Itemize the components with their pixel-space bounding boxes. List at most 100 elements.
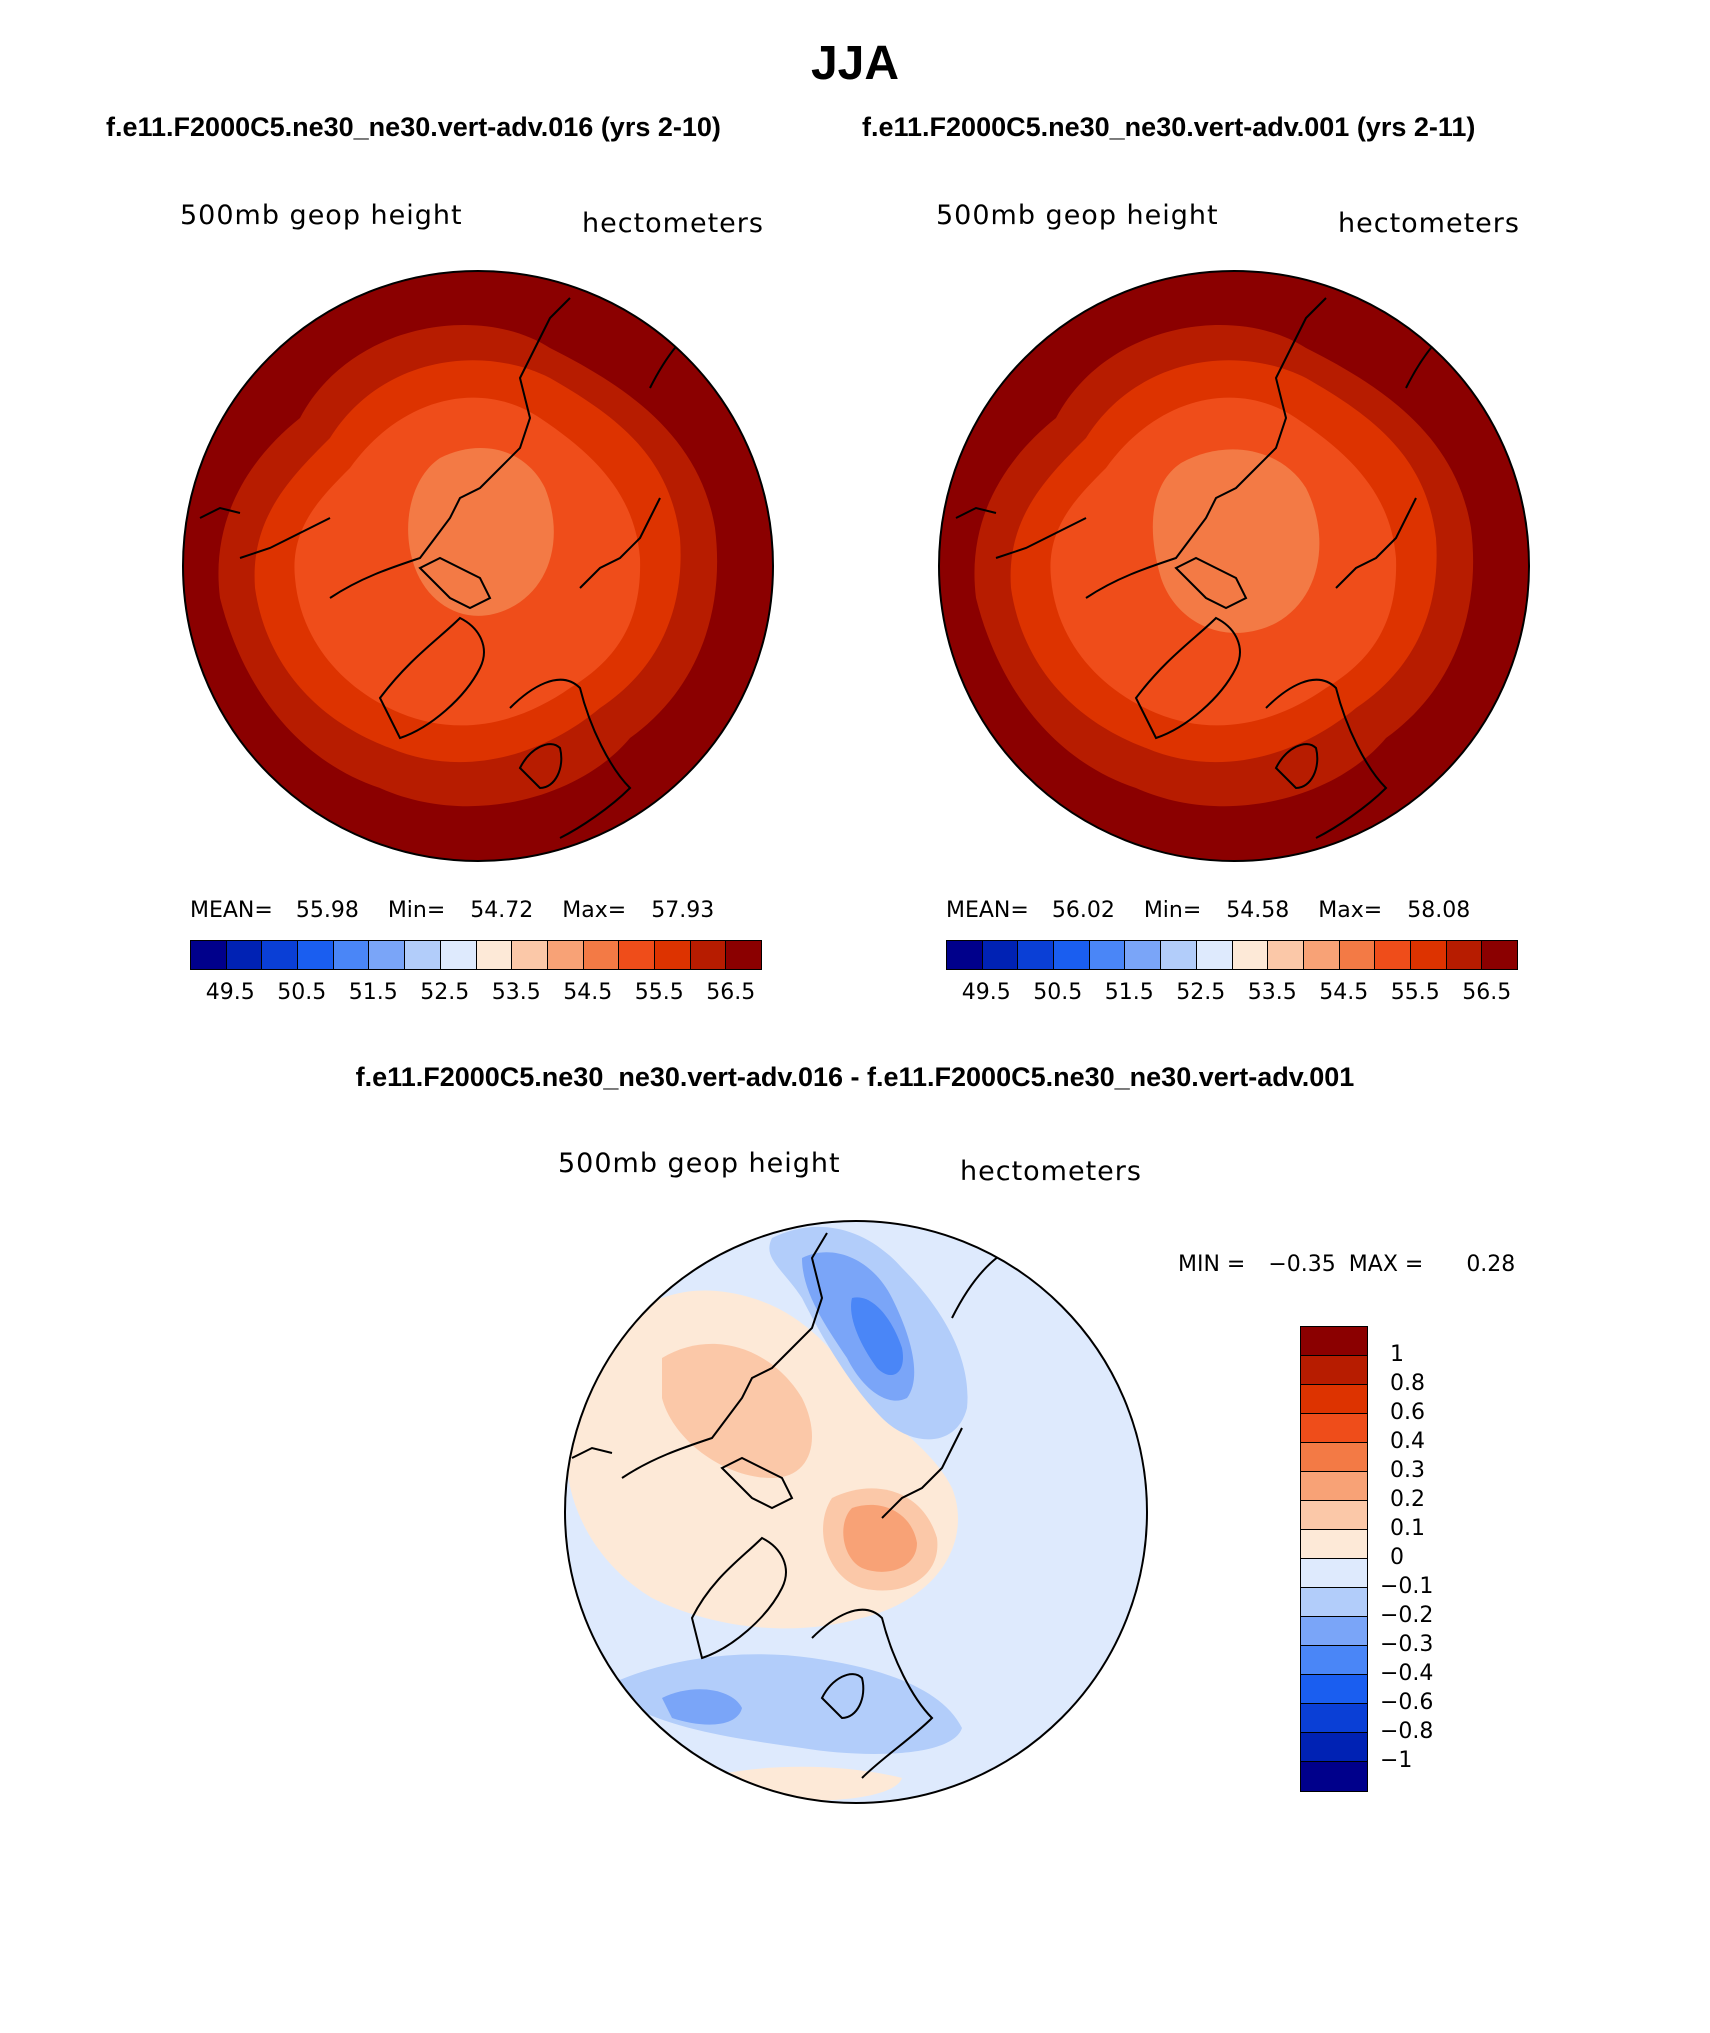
colorbar-tick-label: −1: [1380, 1748, 1413, 1773]
colorbar-tick-label: 53.5: [1247, 980, 1297, 1005]
diff-negative-3b: [662, 1689, 742, 1725]
left-min-value: 54.72: [470, 898, 534, 923]
colorbar-tick-label: 0.3: [1390, 1458, 1425, 1483]
diff-map-border: [564, 1220, 1148, 1804]
colorbar-swatch: [1268, 941, 1304, 969]
colorbar-tick-label: −0.8: [1380, 1719, 1434, 1744]
colorbar-tick-label: 54.5: [563, 980, 613, 1005]
colorbar-swatch: [1301, 1588, 1367, 1617]
colorbar-swatch: [1161, 941, 1197, 969]
diff-stats: MIN = −0.35 MAX = 0.28: [1178, 1252, 1515, 1277]
colorbar-swatch: [1303, 941, 1340, 969]
left-stats: MEAN= 55.98 Min= 54.72 Max= 57.93: [190, 898, 714, 923]
colorbar-swatch: [1301, 1327, 1367, 1356]
figure-title: JJA: [810, 37, 900, 90]
colorbar-swatch: [1054, 941, 1090, 969]
colorbar-swatch: [583, 941, 620, 969]
colorbar-swatch: [1301, 1617, 1367, 1646]
colorbar-swatch: [1196, 941, 1233, 969]
colorbar-tick-label: 52.5: [1176, 980, 1226, 1005]
left-max-value: 57.93: [651, 898, 715, 923]
colorbar-swatch: [1301, 1704, 1367, 1733]
colorbar-tick-label: 0.8: [1390, 1371, 1425, 1396]
right-stats: MEAN= 56.02 Min= 54.58 Max= 58.08: [946, 898, 1470, 923]
diff-positive-2a: [662, 1343, 812, 1478]
colorbar-tick-label: 50.5: [277, 980, 327, 1005]
colorbar-tick-label: 0.4: [1390, 1429, 1425, 1454]
colorbar-swatch: [982, 941, 1019, 969]
colorbar-swatch: [440, 941, 477, 969]
left-coastlines: [199, 297, 711, 839]
left-map-border: [182, 270, 774, 862]
left-contour-5: [408, 448, 554, 616]
colorbar-swatch: [1018, 941, 1055, 969]
colorbar-tick-label: −0.1: [1380, 1574, 1434, 1599]
colorbar-swatch: [476, 941, 513, 969]
diff-colorbar-ticks: 1 0.8 0.6 0.4 0.3 0.2 0.1 0 −0.1 −0.2 −0.3 −0.4 −0.6…: [1380, 1326, 1500, 1796]
right-min-value: 54.58: [1226, 898, 1290, 923]
right-map-border: [938, 270, 1530, 862]
colorbar-swatch: [1339, 941, 1376, 969]
diff-max-value: 0.28: [1466, 1252, 1516, 1277]
colorbar-swatch: [1482, 941, 1517, 969]
colorbar-tick-label: 0.1: [1390, 1516, 1425, 1541]
colorbar-swatch: [726, 941, 761, 969]
diff-colorbar: [1300, 1326, 1368, 1792]
colorbar-swatch: [1301, 1356, 1367, 1385]
colorbar-swatch: [1410, 941, 1447, 969]
colorbar-swatch: [333, 941, 370, 969]
colorbar-tick-label: 0.6: [1390, 1400, 1425, 1425]
colorbar-tick-label: −0.2: [1380, 1603, 1434, 1628]
right-colorbar-ticks: 49.5 50.5 51.5 52.5 53.5 54.5 55.5 56.5: [946, 980, 1518, 1010]
right-min-label: Min=: [1143, 898, 1202, 923]
colorbar-swatch: [690, 941, 727, 969]
colorbar-swatch: [1301, 1762, 1367, 1791]
colorbar-swatch: [654, 941, 691, 969]
colorbar-swatch: [1301, 1385, 1367, 1414]
left-mean-label: MEAN=: [190, 898, 273, 923]
colorbar-swatch: [947, 941, 983, 969]
colorbar-tick-label: 56.5: [1462, 980, 1512, 1005]
diff-units-label: hectometers: [960, 1156, 1142, 1187]
left-mean-value: 55.98: [295, 898, 359, 923]
colorbar-swatch: [1301, 1443, 1367, 1472]
left-polar-map: [182, 270, 774, 862]
diff-positive-3: [843, 1504, 917, 1572]
colorbar-swatch: [262, 941, 299, 969]
right-mean-label: MEAN=: [946, 898, 1029, 923]
colorbar-swatch: [1301, 1530, 1367, 1559]
colorbar-swatch: [1301, 1414, 1367, 1443]
right-max-value: 58.08: [1407, 898, 1471, 923]
colorbar-swatch: [619, 941, 655, 969]
colorbar-swatch: [1125, 941, 1162, 969]
colorbar-swatch: [298, 941, 334, 969]
colorbar-swatch: [1301, 1472, 1367, 1501]
colorbar-tick-label: 0.2: [1390, 1487, 1425, 1512]
right-max-label: Max=: [1318, 898, 1383, 923]
colorbar-swatch: [1301, 1559, 1367, 1588]
colorbar-tick-label: 0: [1390, 1545, 1404, 1570]
colorbar-tick-label: 55.5: [1390, 980, 1440, 1005]
colorbar-tick-label: 53.5: [491, 980, 541, 1005]
colorbar-swatch: [547, 941, 584, 969]
colorbar-swatch: [369, 941, 406, 969]
difference-title: f.e11.F2000C5.ne30_ne30.vert-adv.016 - f…: [355, 1062, 1355, 1092]
right-units-label: hectometers: [1338, 208, 1520, 239]
diff-coastlines: [571, 1232, 1013, 1779]
right-colorbar: [946, 940, 1518, 970]
diff-polar-map: [564, 1220, 1148, 1804]
colorbar-tick-label: −0.6: [1380, 1690, 1434, 1715]
colorbar-swatch: [1446, 941, 1483, 969]
diff-negative-4: [851, 1297, 903, 1376]
colorbar-tick-label: 1: [1390, 1342, 1404, 1367]
diff-negative-2b: [602, 1654, 962, 1754]
colorbar-swatch: [1232, 941, 1269, 969]
right-variable-label: 500mb geop height: [936, 200, 1219, 231]
colorbar-tick-label: −0.4: [1380, 1661, 1434, 1686]
colorbar-swatch: [512, 941, 548, 969]
case-title-right: f.e11.F2000C5.ne30_ne30.vert-adv.001 (yr…: [862, 112, 1476, 142]
colorbar-swatch: [405, 941, 441, 969]
left-min-label: Min=: [387, 898, 446, 923]
colorbar-swatch: [1301, 1646, 1367, 1675]
colorbar-tick-label: 55.5: [634, 980, 684, 1005]
